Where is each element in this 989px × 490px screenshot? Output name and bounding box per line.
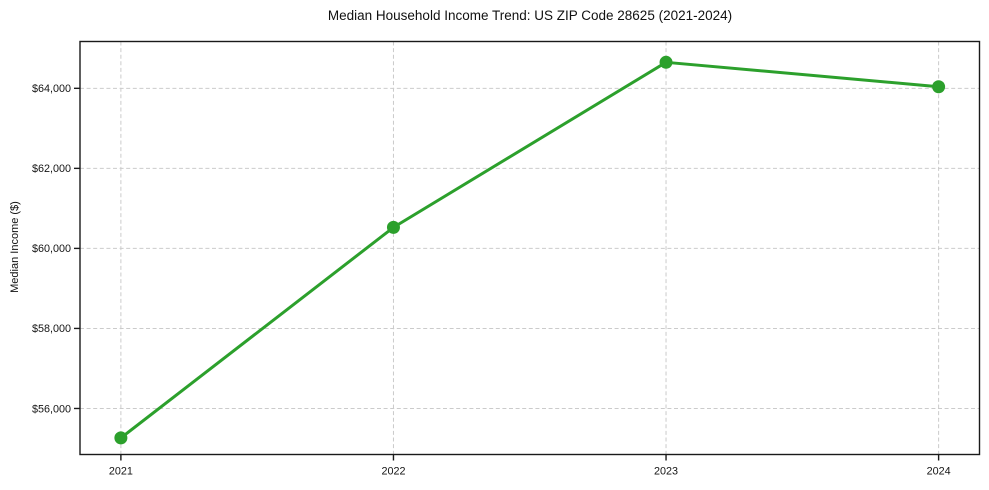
x-tick-label: 2024 — [927, 466, 951, 478]
data-point — [659, 55, 673, 69]
x-tick-label: 2023 — [654, 466, 678, 478]
trend-line — [119, 60, 941, 440]
y-tick-label: $56,000 — [32, 403, 71, 415]
y-tick-label: $62,000 — [32, 163, 71, 175]
y-tick-label: $64,000 — [32, 83, 71, 95]
plot-border — [79, 40, 981, 456]
data-point — [386, 220, 400, 234]
x-tick-label: 2022 — [381, 466, 405, 478]
data-point — [932, 80, 946, 94]
chart-title: Median Household Income Trend: US ZIP Co… — [327, 8, 733, 23]
y-tick-label: $60,000 — [32, 243, 71, 255]
data-point — [114, 431, 128, 445]
x-tick-label: 2021 — [109, 466, 133, 478]
y-tick-label: $58,000 — [32, 323, 71, 335]
